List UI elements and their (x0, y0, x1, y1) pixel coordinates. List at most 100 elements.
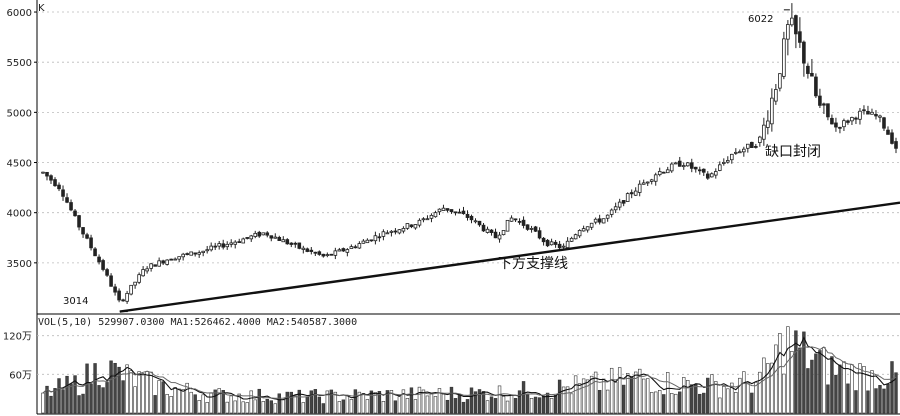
vol-tick-label: 120万 (3, 332, 32, 343)
candle-body (113, 286, 117, 293)
volume-bar (513, 398, 518, 414)
candle-body (826, 103, 830, 118)
volume-bar (878, 385, 882, 414)
candle-body (321, 253, 326, 257)
candle-body (673, 162, 678, 165)
candle-body (429, 214, 434, 219)
volume-bar (225, 401, 229, 414)
candle-body (541, 237, 546, 243)
volume-bar (561, 386, 566, 414)
candle-body (89, 237, 93, 249)
candle-body (85, 234, 89, 239)
volume-bar (277, 393, 281, 414)
candle-body (73, 210, 77, 217)
volume-bar (117, 366, 121, 414)
candle-body (249, 235, 254, 240)
candle-body (838, 126, 842, 129)
volume-bar (786, 326, 790, 414)
volume-bar (770, 362, 774, 414)
volume-bar (321, 403, 326, 414)
candle-body (477, 220, 482, 226)
candle-body (365, 239, 370, 244)
volume-bar (301, 402, 306, 414)
candle-body (493, 231, 498, 239)
candle-body (69, 202, 73, 211)
volume-bar (485, 400, 490, 414)
volume-bar (361, 393, 366, 414)
candle-body (413, 224, 418, 229)
candle-body (461, 210, 466, 215)
candle-body (565, 240, 570, 249)
volume-bar (557, 379, 562, 414)
volume-bar (722, 386, 726, 414)
volume-bar (501, 395, 506, 414)
candle-body (621, 200, 626, 204)
volume-bar (269, 400, 273, 414)
volume-bar (309, 390, 314, 414)
candle-body (637, 183, 642, 193)
volume-bar (221, 390, 225, 414)
candle-body (585, 226, 590, 231)
volume-bar (533, 396, 538, 414)
volume-bar (589, 375, 594, 414)
volume-bar (213, 389, 217, 414)
volume-bar (389, 390, 394, 414)
volume-bar (714, 381, 718, 414)
candle-body (525, 224, 530, 230)
candle-body (357, 243, 362, 249)
chart-labels: K VOL(5,10) 529907.0300 MA1:526462.4000 … (3, 3, 821, 381)
candle-body (173, 258, 177, 261)
volume-bar (810, 359, 814, 414)
candle-body (261, 232, 266, 236)
candle-body (577, 230, 582, 237)
candle-body (109, 275, 113, 287)
candle-body (874, 114, 878, 117)
y-tick-label: 3500 (7, 259, 32, 270)
volume-bar (189, 391, 193, 414)
candle-body (41, 171, 45, 174)
volume-bar (53, 388, 57, 414)
candle-body (105, 269, 109, 276)
candle-body (361, 240, 366, 244)
candle-body (473, 220, 478, 223)
volume-bar (682, 377, 686, 414)
volume-bar (461, 401, 466, 414)
candle-body (862, 109, 866, 112)
volume-bar (97, 385, 101, 414)
candle-body (301, 247, 306, 250)
candle-body (65, 197, 69, 203)
volume-bar (746, 382, 750, 414)
candle-body (613, 206, 618, 211)
volume-bar (609, 367, 614, 414)
candle-body (798, 31, 802, 43)
candle-body (878, 115, 882, 118)
high-annotation: 6022 (748, 14, 773, 25)
volume-bar (826, 384, 830, 414)
volume-bar (385, 390, 390, 414)
candle-body (489, 229, 494, 233)
candle-body (810, 72, 814, 77)
candle-body (101, 260, 105, 270)
candle-body (661, 171, 666, 174)
candle-body (625, 193, 630, 202)
volume-bar (690, 384, 694, 414)
volume-bar (341, 399, 346, 414)
candle-body (417, 219, 422, 226)
candle-body (133, 281, 137, 286)
candle-body (209, 245, 214, 251)
candle-body (557, 243, 562, 249)
volume-bar (317, 396, 322, 414)
candle-body (786, 24, 790, 40)
candle-body (497, 234, 502, 240)
candle-body (806, 65, 810, 74)
volume-bar (605, 389, 610, 414)
volume-bar (718, 397, 722, 414)
candle-body (601, 218, 606, 224)
volume-bar (49, 395, 53, 414)
candle-body (381, 231, 386, 237)
candle-body (81, 227, 85, 235)
volume-bar (666, 372, 670, 414)
candle-body (269, 235, 274, 239)
y-tick-label: 5000 (7, 108, 32, 119)
